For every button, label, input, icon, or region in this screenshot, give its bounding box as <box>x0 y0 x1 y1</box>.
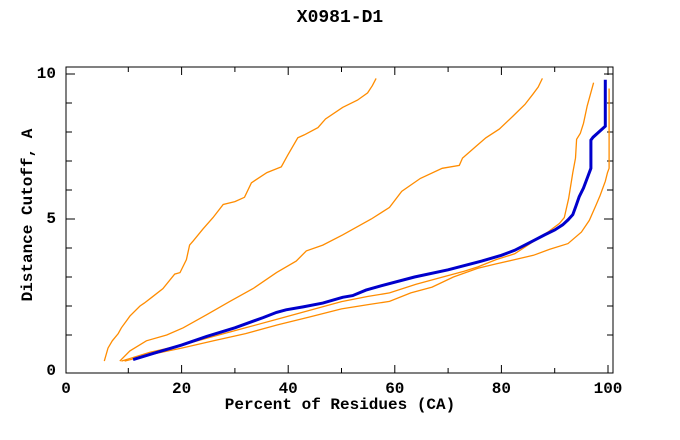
series-orange-model-3 <box>121 82 595 362</box>
y-tick-label: 5 <box>46 210 56 228</box>
x-tick-label: 60 <box>385 380 405 398</box>
series-blue-highlight <box>132 79 607 362</box>
y-tick-label: 10 <box>36 65 56 83</box>
series-orange-model-4 <box>124 88 610 362</box>
x-tick-label: 0 <box>61 380 71 398</box>
plot-title: X0981-D1 <box>296 8 384 28</box>
x-tick-label: 20 <box>171 380 192 398</box>
y-tick-label: 0 <box>46 362 56 380</box>
plot-frame <box>65 66 614 374</box>
series-orange-model-2 <box>119 78 543 362</box>
x-tick-label: 40 <box>278 380 298 398</box>
x-tick-label: 100 <box>593 380 623 398</box>
x-tick-label: 80 <box>491 380 511 398</box>
series-orange-model-1 <box>103 78 377 362</box>
x-axis-label: Percent of Residues (CA) <box>224 396 456 414</box>
